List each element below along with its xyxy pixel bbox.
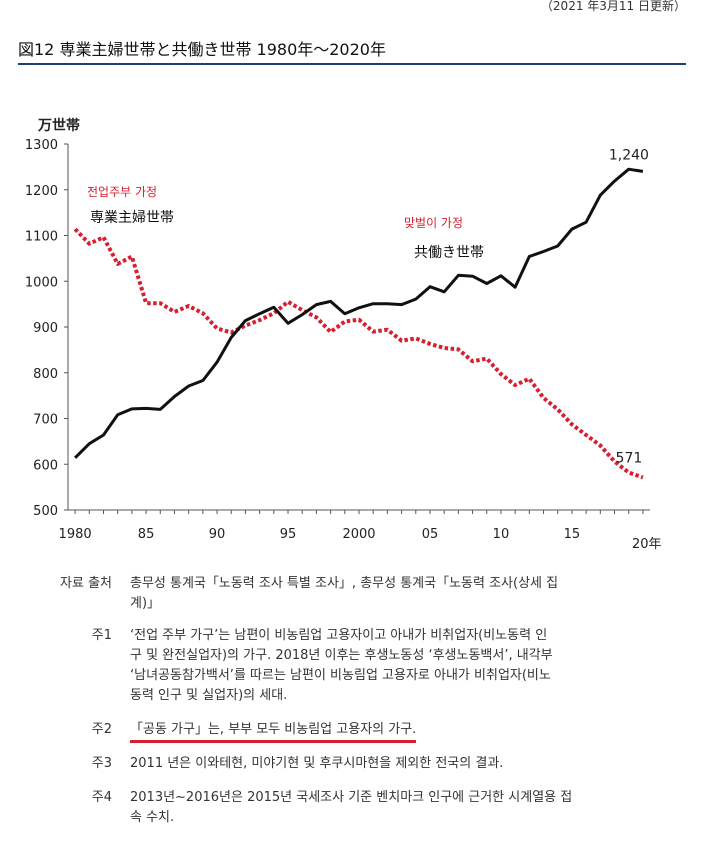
y-tick-label: 1000	[25, 275, 58, 290]
note-text: 「공동 가구」는, 부부 모두 비농림업 고용자의 가구.	[130, 720, 670, 743]
legend-housewife-ko: 전업주부 가정	[87, 185, 157, 199]
series-end-label: 571	[616, 451, 643, 467]
title-divider	[18, 63, 686, 65]
chart-series: 571 1,240	[73, 147, 649, 480]
note-label: 주4	[91, 790, 112, 805]
series-line-dual-income	[74, 167, 644, 459]
note-line: 2013년~2016년은 2015년 국세조사 기준 벤치마크 인구에 근거한 …	[130, 790, 573, 805]
x-tick-label: 90	[209, 527, 226, 542]
x-tick-label: 05	[422, 527, 439, 542]
note-line: ‘전업 주부 가구’는 남편이 비농림업 고용자이고 아내가 비취업자(비노동력…	[130, 628, 548, 643]
note-label: 주3	[91, 756, 112, 771]
x-tick-label: 15	[564, 527, 581, 542]
y-axis-unit-label: 万世帯	[37, 117, 80, 134]
note-line: ‘남녀공동참가백서’를 따르는 남편이 비농림업 고용자로 아내가 비취업자(비…	[130, 668, 551, 683]
y-tick-label: 1300	[25, 138, 58, 153]
y-tick-label: 700	[33, 413, 58, 428]
note-text: 2011 년은 이와테현, 미야기현 및 후쿠시마현을 제외한 전국의 결과.	[130, 754, 670, 774]
note-line: 총무성 통계국「노동력 조사 특별 조사」, 총무성 통계국「노동력 조사(상세…	[130, 576, 559, 591]
series-end-label: 1,240	[609, 147, 649, 163]
x-tick-label: 95	[280, 527, 297, 542]
note-line: 「공동 가구」는, 부부 모두 비농림업 고용자의 가구.	[130, 722, 417, 743]
note-line: 구 및 완전실업자)의 가구. 2018년 이후는 후생노동성 ‘후생노동백서’…	[130, 648, 553, 663]
x-tick-label: 85	[138, 527, 155, 542]
y-tick-label: 1200	[25, 184, 58, 199]
y-tick-label: 800	[33, 367, 58, 382]
note-label: 주1	[91, 628, 112, 643]
note-line: 동력 인구 및 실업자)의 세대.	[130, 688, 288, 703]
x-tick-label: 1980	[59, 527, 92, 542]
y-tick-label: 500	[33, 504, 58, 519]
note-label: 자료 출처	[60, 576, 112, 591]
series-line-housewife	[73, 227, 644, 480]
note-text: ‘전업 주부 가구’는 남편이 비농림업 고용자이고 아내가 비취업자(비노동력…	[130, 626, 670, 706]
y-tick-label: 900	[33, 321, 58, 336]
x-tick-label: 10	[493, 527, 510, 542]
legend-dual-income-ko: 맞벌이 가정	[404, 216, 463, 230]
note-label: 주2	[91, 722, 112, 737]
note-line: 계)」	[130, 596, 161, 611]
note-text: 총무성 통계국「노동력 조사 특별 조사」, 총무성 통계국「노동력 조사(상세…	[130, 574, 670, 614]
update-date: （2021 年3月11 日更新）	[540, 0, 686, 13]
note-line: 속 수치.	[130, 810, 175, 825]
y-tick-label: 600	[33, 458, 58, 473]
legend-housewife: 専業主婦世帯	[90, 209, 174, 226]
y-tick-label: 1100	[25, 230, 58, 245]
chart-axes: 500 600 700 800 900 1000 1100 1200 1300 1980 85 90 9…	[25, 138, 650, 542]
line-chart: 万世帯 500 600 700 800 900 1000 1100 1200 1300 1980 8…	[25, 117, 662, 552]
note-line: 2011 년은 이와테현, 미야기현 및 후쿠시마현을 제외한 전국의 결과.	[130, 756, 504, 771]
figure-title: 図12 専業主婦世帯と共働き世帯 1980年〜2020年	[18, 40, 386, 59]
x-tick-label: 2000	[342, 527, 375, 542]
note-text: 2013년~2016년은 2015년 국세조사 기준 벤치마크 인구에 근거한 …	[130, 788, 670, 828]
legend-dual-income: 共働き世帯	[414, 245, 484, 261]
x-axis-unit-label: 20年	[632, 537, 662, 552]
